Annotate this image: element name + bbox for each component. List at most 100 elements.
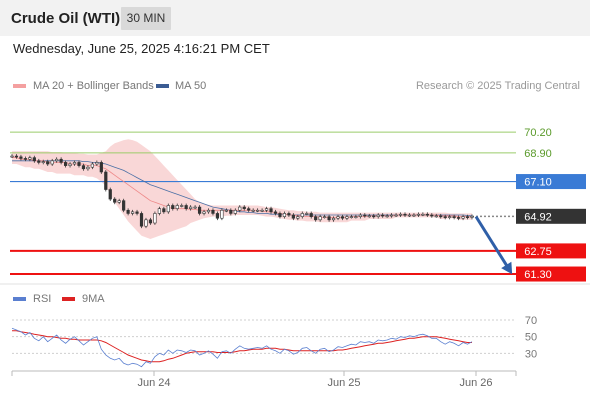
price-candle-body [305,213,309,215]
price-candle-body [206,209,211,213]
price-candle-body [135,211,139,214]
level-label: 67.10 [524,177,552,189]
level-label-bg [516,208,586,224]
header-bar: Crude Oil (WTI) 30 MIN [0,0,590,36]
rsi-tick-label: 50 [525,332,537,344]
price-candle-body [90,163,94,168]
price-candle-body [130,211,135,214]
price-candle-body [345,216,349,219]
price-candle-body [72,162,77,165]
copyright-label: Research © 2025 Trading Central [415,80,580,92]
price-candle-body [184,205,188,209]
price-candle-body [28,157,32,160]
price-candle-body [233,209,237,214]
price-candle-body [407,214,412,217]
price-candle-body [349,216,354,218]
price-candle-body [55,158,59,162]
price-candle-body [189,206,193,209]
price-candle-body [287,213,291,216]
rsi-legend-swatch [13,297,26,301]
rsi-legend-label: RSI [33,293,52,305]
price-candle-body [180,205,184,207]
price-candle-body [157,208,161,214]
instrument-title: Crude Oil (WTI) [11,10,121,27]
level-label-bg [516,243,586,259]
rsi-ma-legend-label: 9MA [82,293,105,305]
price-candle-body [77,162,81,166]
price-candle-body [19,156,23,159]
price-candle-body [197,206,202,214]
datetime-label: Wednesday, June 25, 2025 4:16:21 PM CET [13,41,270,56]
bollinger-band [12,139,472,239]
price-candle-body [291,214,295,219]
price-candle-body [247,208,251,211]
price-candle-body [300,213,304,217]
price-candle-body [202,211,206,214]
price-candle-body [354,216,358,218]
price-candle-body [269,208,273,213]
price-candle-body [238,206,242,211]
price-candle-body [139,213,144,227]
price-candle-body [367,215,371,218]
price-candle-body [242,206,246,209]
price-candle-body [59,158,63,163]
price-candle-body [32,157,36,162]
level-label: 64.92 [524,211,552,223]
price-candle-body [211,209,215,214]
price-candle-body [175,205,179,209]
price-candle-body [14,155,19,158]
ma50-legend-label: MA 50 [175,80,207,92]
forecast-arrow-shaft [474,215,512,272]
price-candle-body [251,209,255,212]
price-candle-body [148,219,153,224]
price-candle-body [358,214,362,217]
rsi-tick-label: 30 [525,348,537,360]
price-candle-body [363,214,367,217]
ma50-legend-swatch [156,84,169,88]
price-candle-body [282,213,287,217]
price-candle-body [171,205,175,209]
timeframe-badge[interactable]: 30 MIN [121,7,171,30]
price-candle-body [296,216,300,219]
x-axis-tick-label: Jun 24 [137,377,170,389]
price-candle-body [448,216,452,218]
price-candle-body [117,200,121,203]
price-candle-body [104,171,108,190]
price-candle-body [470,216,474,218]
price-candle-body [452,216,456,218]
price-candle-body [153,213,157,224]
ma20-legend-swatch [13,84,26,88]
price-candle-body [376,214,380,217]
price-candle-body [122,200,126,211]
price-candle-body [273,211,278,214]
price-candle-body [68,163,72,166]
ma20-legend-label: MA 20 + Bollinger Bands [33,80,154,92]
level-label: 70.20 [524,127,552,139]
price-panel [0,113,590,284]
price-candle-body [220,209,224,219]
price-candle-body [394,214,398,217]
x-axis-tick-label: Jun 26 [459,377,492,389]
price-candle-body [113,198,117,203]
price-candle-body [390,214,394,217]
price-candle-body [224,209,228,212]
price-candle-body [443,216,447,218]
price-candle-body [318,216,322,221]
price-candle-body [144,219,148,227]
price-candle-body [461,216,465,219]
price-candle-body [416,213,421,216]
price-candle-body [430,214,434,217]
price-candle-body [10,155,14,158]
price-candle-body [46,161,50,165]
forecast-arrow-head [501,261,513,275]
rsi-line [11,327,473,368]
price-candle-body [434,215,438,218]
level-label: 62.75 [524,246,552,258]
price-candle-body [99,162,103,173]
price-candle-body [331,217,336,221]
price-candle-body [278,213,282,217]
rsi-ma-line [12,330,472,363]
price-candle-body [425,213,429,216]
price-candle-body [309,213,313,217]
